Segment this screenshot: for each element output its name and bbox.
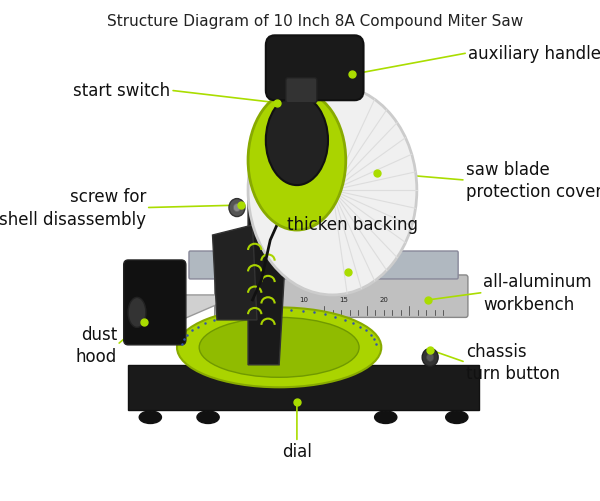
Ellipse shape	[248, 86, 417, 296]
Circle shape	[233, 204, 241, 212]
Ellipse shape	[446, 411, 468, 424]
Text: 15: 15	[339, 297, 348, 303]
Polygon shape	[212, 225, 257, 320]
Text: saw blade
protection cover: saw blade protection cover	[466, 161, 600, 201]
FancyBboxPatch shape	[215, 276, 468, 318]
Text: all-aluminum
workbench: all-aluminum workbench	[484, 273, 592, 313]
Text: dust
hood: dust hood	[76, 325, 117, 365]
Text: start switch: start switch	[73, 82, 170, 100]
Text: dial: dial	[282, 442, 312, 460]
Text: thicken backing: thicken backing	[287, 215, 418, 233]
Text: Structure Diagram of 10 Inch 8A Compound Miter Saw: Structure Diagram of 10 Inch 8A Compound…	[107, 14, 523, 29]
Text: chassis
turn button: chassis turn button	[466, 343, 560, 383]
Text: 5: 5	[262, 297, 266, 303]
Circle shape	[229, 199, 245, 217]
Text: screw for
shell disassembly: screw for shell disassembly	[0, 188, 146, 228]
Circle shape	[427, 354, 434, 362]
Ellipse shape	[199, 318, 359, 378]
Polygon shape	[128, 365, 479, 410]
Ellipse shape	[177, 308, 382, 387]
Ellipse shape	[266, 96, 328, 186]
Text: auxiliary handle: auxiliary handle	[468, 45, 600, 63]
Ellipse shape	[139, 411, 161, 424]
Text: 10: 10	[299, 297, 308, 303]
Ellipse shape	[374, 411, 397, 424]
Polygon shape	[248, 201, 288, 365]
FancyBboxPatch shape	[286, 79, 317, 104]
Circle shape	[422, 349, 438, 367]
FancyBboxPatch shape	[266, 36, 364, 101]
FancyBboxPatch shape	[189, 252, 458, 280]
Text: 20: 20	[379, 297, 388, 303]
Ellipse shape	[197, 411, 219, 424]
Ellipse shape	[128, 298, 146, 328]
FancyBboxPatch shape	[124, 261, 186, 345]
Ellipse shape	[248, 91, 346, 230]
Polygon shape	[173, 296, 239, 320]
